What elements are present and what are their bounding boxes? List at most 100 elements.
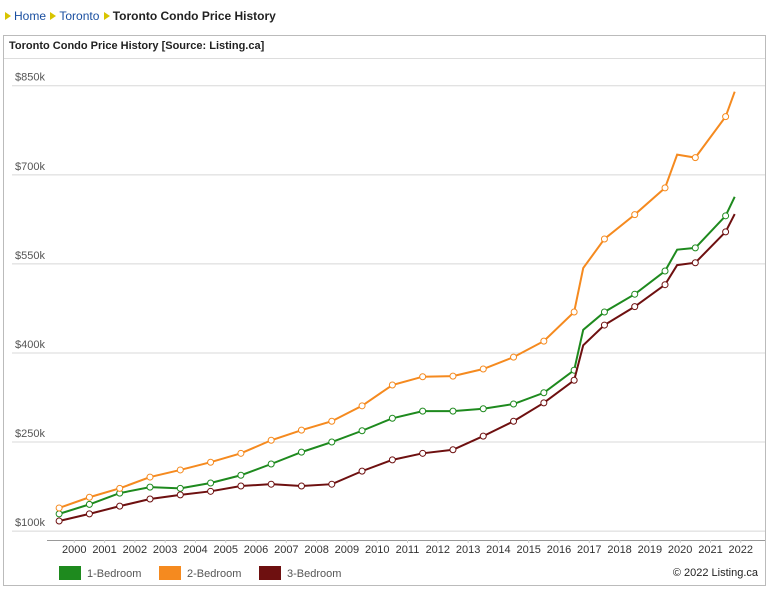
data-point [479,365,487,373]
data-point [722,228,730,236]
data-point [267,460,275,468]
legend-swatch [59,566,81,580]
data-point [146,473,154,481]
x-tick-label: 2007 [274,544,298,556]
data-point [449,372,457,380]
data-point [297,426,305,434]
data-point [176,466,184,474]
data-point [631,211,639,219]
data-point [55,504,63,512]
data-point [237,482,245,490]
data-point [540,337,548,345]
data-point [146,483,154,491]
x-tick-label: 2019 [638,544,662,556]
data-point [328,438,336,446]
y-tick-label: $850k [15,72,45,84]
series-line [58,196,736,515]
data-point [540,389,548,397]
data-point [449,407,457,415]
y-tick-label: $400k [15,339,45,351]
data-point [600,308,608,316]
current-page: Toronto Condo Price History [112,9,276,23]
x-tick-label: 2000 [62,544,86,556]
home-link[interactable]: Home [14,9,47,23]
x-tick-label: 2003 [153,544,177,556]
data-point [631,290,639,298]
x-tick-label: 2016 [547,544,571,556]
x-tick-label: 2010 [365,544,389,556]
data-point [570,376,578,384]
chart-frame [3,35,766,586]
x-tick-label: 2014 [486,544,510,556]
x-tick-label: 2001 [92,544,116,556]
x-tick-label: 2017 [577,544,601,556]
x-tick-label: 2015 [516,544,540,556]
x-tick-label: 2018 [607,544,631,556]
legend-swatch [259,566,281,580]
data-point [631,303,639,311]
data-point [600,321,608,329]
x-tick-label: 2021 [698,544,722,556]
data-point [328,480,336,488]
breadcrumb: Home Toronto Toronto Condo Price History [4,9,276,23]
data-point [55,510,63,518]
data-point [691,259,699,267]
y-tick-label: $250k [15,428,45,440]
data-point [146,495,154,503]
data-point [237,449,245,457]
data-point [358,427,366,435]
copyright: © 2022 Listing.ca [673,567,759,579]
data-point [419,449,427,457]
data-point [116,502,124,510]
data-point [600,235,608,243]
data-point [570,308,578,316]
data-point [449,446,457,454]
city-link[interactable]: Toronto [59,9,100,23]
data-point [479,405,487,413]
x-tick-label: 2004 [183,544,207,556]
x-tick-label: 2013 [456,544,480,556]
legend-swatch [159,566,181,580]
x-tick-label: 2008 [304,544,328,556]
data-point [722,113,730,121]
series-line [58,91,736,509]
y-tick-label: $550k [15,250,45,262]
data-point [388,456,396,464]
x-tick-label: 2011 [396,544,420,556]
data-point [176,491,184,499]
data-point [85,500,93,508]
data-point [510,400,518,408]
data-point [116,484,124,492]
chart-title: Toronto Condo Price History [Source: Lis… [9,40,265,52]
data-point [85,493,93,501]
x-tick-label: 2012 [426,544,450,556]
legend-label: 2-Bedroom [187,568,241,580]
y-tick-label: $100k [15,517,45,529]
data-point [267,436,275,444]
data-point [691,154,699,162]
data-point [176,484,184,492]
data-point [661,184,669,192]
y-tick-label: $700k [15,161,45,173]
data-point [510,353,518,361]
data-point [207,458,215,466]
x-tick-label: 2006 [244,544,268,556]
legend-label: 1-Bedroom [87,568,141,580]
data-point [55,517,63,525]
data-point [207,487,215,495]
legend-label: 3-Bedroom [287,568,341,580]
x-tick-label: 2020 [668,544,692,556]
data-point [540,399,548,407]
data-point [207,479,215,487]
x-tick-label: 2009 [335,544,359,556]
data-point [419,373,427,381]
x-tick-label: 2002 [123,544,147,556]
data-point [388,381,396,389]
data-point [328,417,336,425]
data-point [297,448,305,456]
data-point [267,480,275,488]
data-point [297,482,305,490]
data-point [358,467,366,475]
data-point [691,244,699,252]
